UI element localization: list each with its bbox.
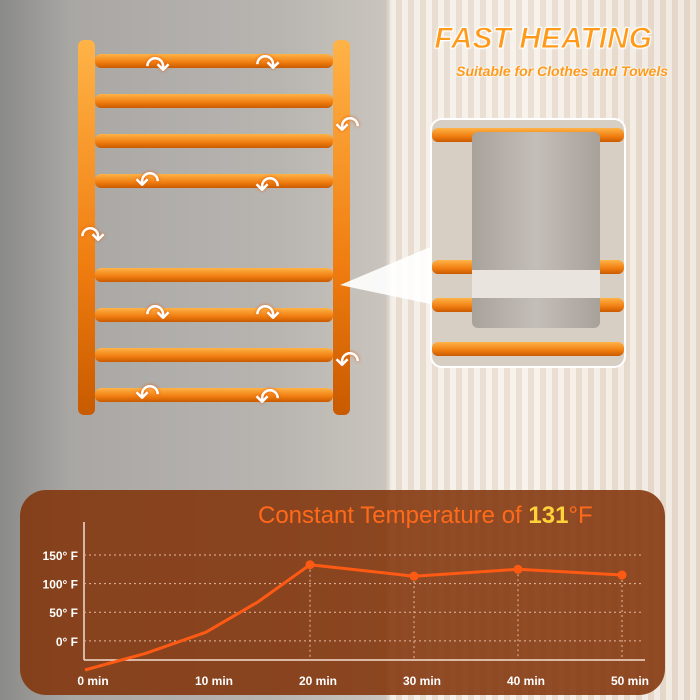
rack-bar [95, 268, 333, 282]
data-point [617, 570, 627, 580]
rack-bar [95, 54, 333, 68]
rack-right-post [333, 40, 350, 415]
y-tick-label: 0° F [56, 635, 78, 649]
rack-bar [95, 174, 333, 188]
heat-flow-arrow-icon: ↶ [335, 111, 361, 144]
rack-bar [95, 388, 333, 402]
y-tick-label: 150° F [43, 549, 78, 563]
x-tick-label: 50 min [611, 674, 649, 688]
x-tick-label: 20 min [299, 674, 337, 688]
rack-bar [95, 94, 333, 108]
temperature-chart-panel: Constant Temperature of 131°F 150° F 100°… [20, 490, 665, 695]
chart-title-value: 131 [528, 502, 568, 529]
heat-flow-arrow-icon: ↷ [255, 299, 281, 332]
rack-bar [432, 342, 624, 356]
heat-flow-arrow-icon: ↷ [255, 49, 281, 82]
y-tick-label: 100° F [43, 578, 78, 592]
chart-title-prefix: Constant Temperature of [258, 502, 528, 529]
towel-band [472, 270, 600, 298]
heat-flow-arrow-icon: ↶ [335, 346, 361, 379]
callout-pointer [340, 245, 435, 305]
chart-title: Constant Temperature of 131°F [258, 502, 593, 529]
headline: FAST HEATING [434, 22, 653, 56]
heat-flow-arrow-icon: ↷ [80, 221, 106, 254]
heat-flow-arrow-icon: ↶ [135, 379, 161, 412]
rack-left-post [78, 40, 95, 415]
temperature-line [84, 563, 623, 672]
data-point [305, 560, 315, 570]
heat-flow-arrow-icon: ↷ [145, 299, 171, 332]
x-tick-label: 10 min [195, 674, 233, 688]
rack-bar [95, 134, 333, 148]
heat-flow-arrow-icon: ↶ [255, 171, 281, 204]
temperature-chart: Constant Temperature of 131°F 150° F 100°… [43, 502, 649, 688]
chart-title-unit: °F [568, 502, 592, 529]
x-tick-label: 30 min [403, 674, 441, 688]
rack-bar [95, 348, 333, 362]
subheadline: Suitable for Clothes and Towels [456, 63, 668, 79]
x-tick-label: 40 min [507, 674, 545, 688]
heat-flow-arrow-icon: ↷ [145, 51, 171, 84]
x-tick-label: 0 min [77, 674, 108, 688]
data-point [513, 564, 523, 574]
data-point [409, 571, 419, 581]
heat-flow-arrow-icon: ↶ [135, 166, 161, 199]
towel-detail-inset [430, 118, 626, 368]
rack-bar [95, 308, 333, 322]
towel [472, 132, 600, 328]
y-tick-label: 50° F [49, 606, 78, 620]
heat-flow-arrow-icon: ↶ [255, 383, 281, 416]
